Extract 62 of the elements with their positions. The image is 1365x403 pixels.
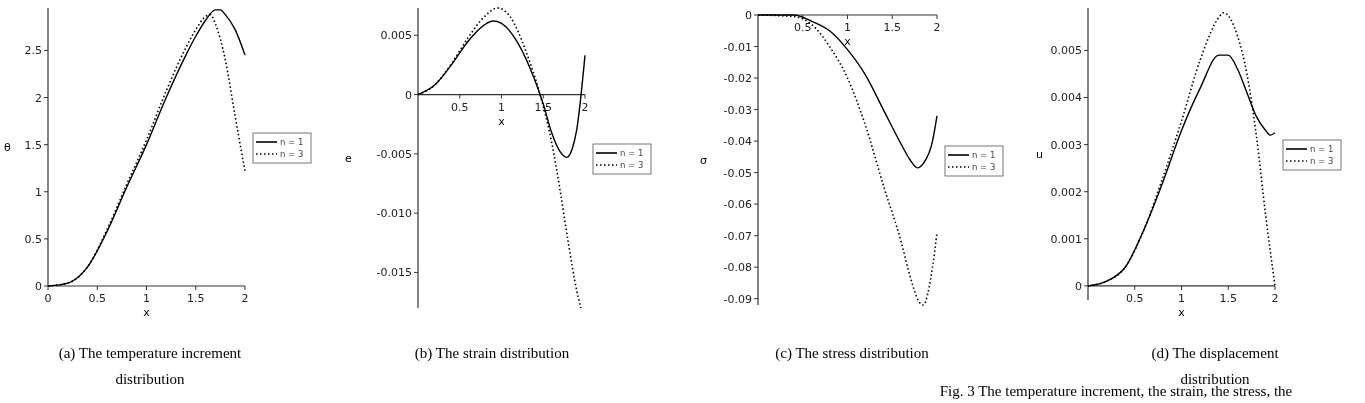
x-axis-title: x: [143, 306, 151, 319]
x-tick-label: 2: [581, 100, 589, 114]
y-tick-label: -0.015: [376, 266, 412, 280]
x-tick-label: 2: [241, 292, 249, 305]
text: (b) The strain distribution: [414, 345, 570, 362]
y-tick-label: 2.5: [24, 44, 42, 58]
y-tick-label: 0.004: [1050, 91, 1082, 105]
y-tick-label: 0.5: [24, 232, 42, 246]
y-axis-title: σ: [700, 154, 707, 167]
legend-label: n = 3: [280, 149, 304, 159]
text: (a) The temperature increment distribution: [58, 345, 243, 387]
y-tick-label: 0: [35, 280, 42, 293]
x-axis-title: x: [1178, 305, 1186, 319]
legend-label: n = 1: [280, 137, 304, 147]
legend-label: n = 1: [1310, 144, 1334, 154]
x-tick-label: 1.5: [883, 21, 901, 34]
x-tick-label: 0.5: [451, 100, 469, 114]
y-tick-label: -0.01: [723, 40, 752, 54]
y-tick-label: 1.5: [24, 138, 42, 152]
legend-label: n = 1: [620, 148, 644, 158]
x-tick-label: 0.5: [88, 292, 106, 305]
y-tick-label: 0.005: [380, 29, 412, 43]
y-tick-label: -0.07: [723, 229, 752, 243]
y-tick-label: 0: [745, 9, 752, 22]
x-tick-label: 0.5: [794, 21, 812, 34]
y-tick-label: -0.06: [723, 198, 752, 212]
y-tick-label: -0.005: [376, 147, 412, 161]
x-tick-label: 1: [1178, 291, 1185, 305]
x-tick-label: 1.5: [187, 292, 205, 305]
x-tick-label: 2: [1271, 291, 1279, 305]
y-tick-label: -0.04: [723, 135, 752, 149]
y-tick-label: 0.003: [1050, 138, 1082, 152]
legend-label: n = 3: [972, 162, 996, 172]
legend-label: n = 1: [972, 150, 996, 160]
y-tick-label: 0: [405, 88, 412, 102]
y-axis-title: e: [345, 152, 352, 165]
x-tick-label: 1: [844, 21, 851, 34]
x-tick-label: 0: [44, 292, 52, 305]
y-tick-label: 0: [1075, 279, 1082, 293]
y-tick-label: -0.03: [723, 103, 752, 117]
y-tick-label: -0.08: [723, 261, 752, 275]
x-axis-title: x: [498, 114, 506, 128]
x-tick-label: 1.5: [1219, 291, 1237, 305]
x-tick-label: 2: [933, 21, 941, 34]
text: (c) The stress distribution: [775, 345, 930, 362]
legend-label: n = 3: [1310, 156, 1334, 166]
x-axis-title: x: [844, 35, 852, 48]
x-tick-label: 0.5: [1126, 291, 1144, 305]
y-tick-label: 0.001: [1050, 232, 1082, 246]
y-tick-label: 0.002: [1050, 185, 1082, 199]
y-axis-title: θ: [4, 141, 11, 154]
y-tick-label: -0.05: [723, 166, 752, 180]
legend-label: n = 3: [620, 160, 644, 170]
x-tick-label: 1: [498, 100, 505, 114]
y-tick-label: 2: [35, 91, 42, 105]
y-tick-label: 0.005: [1050, 44, 1082, 58]
y-tick-label: -0.02: [723, 72, 752, 86]
y-tick-label: -0.010: [376, 207, 412, 221]
x-tick-label: 1: [143, 292, 150, 305]
y-tick-label: 1: [35, 185, 42, 199]
y-axis-title: u: [1036, 148, 1043, 161]
y-tick-label: -0.09: [723, 292, 752, 306]
